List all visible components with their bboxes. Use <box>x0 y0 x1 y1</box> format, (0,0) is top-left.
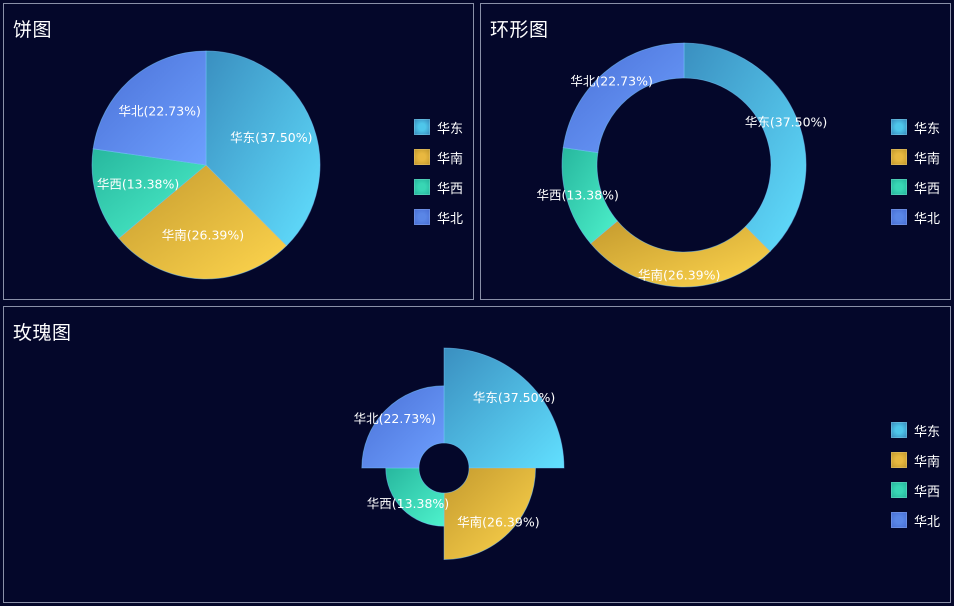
legend-item-huadong[interactable]: 华东 <box>890 415 940 445</box>
slice-huadong[interactable] <box>683 42 807 252</box>
slice-label-huanan: 华南(26.39%) <box>457 514 539 529</box>
rose-chart-panel: 玫瑰图 华东(37.50%) 华南(26.39%) 华西(13.38%) 华北(22.… <box>3 306 951 603</box>
rose-chart: 华东(37.50%) 华南(26.39%) 华西(13.38%) 华北(22.73%) <box>354 347 565 560</box>
slice-huadong[interactable] <box>205 50 321 247</box>
legend-item-huaxi[interactable]: 华西 <box>413 172 463 202</box>
slice-huanan[interactable] <box>443 467 536 560</box>
slice-huaxi[interactable] <box>385 467 445 527</box>
slice-label-huaxi: 华西(13.38%) <box>537 187 619 202</box>
legend-label: 华南 <box>436 151 463 167</box>
legend-label: 华北 <box>436 211 463 227</box>
slice-label-huadong: 华东(37.50%) <box>230 130 312 145</box>
slice-huaxi[interactable] <box>91 148 207 239</box>
slice-label-huadong: 华东(37.50%) <box>473 390 555 405</box>
slice-label-huabei: 华北(22.73%) <box>354 411 436 426</box>
slice-label-huabei: 华北(22.73%) <box>570 73 652 88</box>
legend-swatch-huabei <box>890 209 907 225</box>
legend-item-huanan[interactable]: 华南 <box>413 142 463 172</box>
slice-label-huanan: 华南(26.39%) <box>638 267 720 282</box>
slice-label-huaxi: 华西(13.38%) <box>97 176 179 191</box>
pie-chart: 华东(37.50%) 华南(26.39%) 华西(13.38%) 华北(22.73%) <box>91 50 321 280</box>
slice-label-huadong: 华东(37.50%) <box>745 115 827 130</box>
slice-huanan[interactable] <box>118 164 288 280</box>
legend-swatch-huanan <box>413 149 430 165</box>
legend-item-huaxi[interactable]: 华西 <box>890 475 940 505</box>
legend-label: 华西 <box>436 181 463 197</box>
slice-label-huabei: 华北(22.73%) <box>118 104 200 119</box>
legend-swatch-huanan <box>890 452 907 468</box>
legend-swatch-huaxi <box>890 482 907 498</box>
legend-label: 华西 <box>913 484 940 500</box>
legend-item-huaxi[interactable]: 华西 <box>890 172 940 202</box>
legend-swatch-huadong <box>890 119 907 135</box>
legend-label: 华北 <box>913 211 940 227</box>
slice-label-huanan: 华南(26.39%) <box>162 228 244 243</box>
rose-chart-title: 玫瑰图 <box>13 322 72 344</box>
legend-item-huanan[interactable]: 华南 <box>890 142 940 172</box>
legend-item-huabei[interactable]: 华北 <box>890 202 940 232</box>
legend-swatch-huadong <box>890 422 907 438</box>
legend-swatch-huaxi <box>890 179 907 195</box>
donut-chart-panel: 环形图 华东(37.50%) 华南(26.39%) 华西(13.38%) 华北(22.… <box>480 3 951 300</box>
legend-label: 华东 <box>913 121 940 137</box>
slice-huabei[interactable] <box>562 42 685 154</box>
pie-legend: 华东 华南 华西 华北 <box>413 112 463 232</box>
legend-label: 华东 <box>436 121 463 137</box>
legend-label: 华南 <box>913 151 940 167</box>
legend-item-huanan[interactable]: 华南 <box>890 445 940 475</box>
legend-swatch-huadong <box>413 119 430 135</box>
legend-label: 华南 <box>913 454 940 470</box>
slice-huabei[interactable] <box>361 385 445 469</box>
legend-item-huabei[interactable]: 华北 <box>890 505 940 535</box>
pie-chart-panel: 饼图 华东(37.50%) 华南(26.39%) 华西(13.38%) 华北(22.7… <box>3 3 474 300</box>
slice-label-huaxi: 华西(13.38%) <box>367 496 449 511</box>
slice-huadong[interactable] <box>443 347 565 469</box>
legend-swatch-huabei <box>890 512 907 528</box>
donut-chart-title: 环形图 <box>490 19 549 41</box>
pie-chart-title: 饼图 <box>13 19 53 41</box>
legend-swatch-huaxi <box>413 179 430 195</box>
rose-legend: 华东 华南 华西 华北 <box>890 415 940 535</box>
donut-chart: 华东(37.50%) 华南(26.39%) 华西(13.38%) 华北(22.73%) <box>537 42 827 288</box>
legend-swatch-huanan <box>890 149 907 165</box>
donut-legend: 华东 华南 华西 华北 <box>890 112 940 232</box>
legend-item-huabei[interactable]: 华北 <box>413 202 463 232</box>
legend-label: 华西 <box>913 181 940 197</box>
slice-huabei[interactable] <box>92 50 207 166</box>
legend-label: 华东 <box>913 424 940 440</box>
legend-item-huadong[interactable]: 华东 <box>890 112 940 142</box>
legend-swatch-huabei <box>413 209 430 225</box>
legend-item-huadong[interactable]: 华东 <box>413 112 463 142</box>
legend-label: 华北 <box>913 514 940 530</box>
